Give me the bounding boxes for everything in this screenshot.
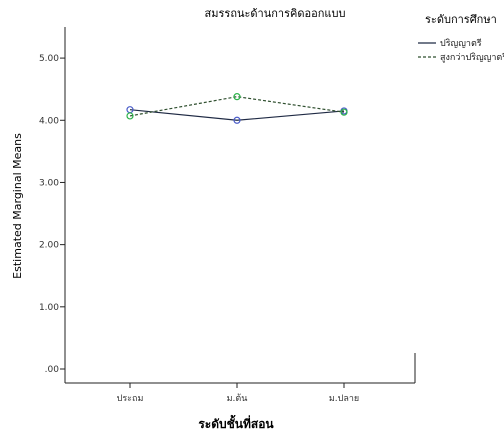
series-line (129, 109, 345, 121)
data-point (340, 108, 348, 116)
y-tick-label: .00 (45, 365, 60, 375)
x-axis-label: ระดับชั้นที่สอน (198, 414, 274, 431)
data-point (233, 93, 241, 101)
x-tick-label: ม.ต้น (227, 393, 248, 404)
series-line (129, 96, 345, 117)
legend-title: ระดับการศึกษา (425, 13, 497, 26)
x-tick-label: ม.ปลาย (329, 394, 359, 404)
y-tick-label: 3.00 (39, 178, 59, 188)
plot-area (126, 93, 348, 124)
legend: ปริญญาตรีสูงกว่าปริญญาตรี (418, 38, 504, 63)
x-axis: ประถม ม.ต้น ม.ปลาย (65, 353, 416, 404)
legend-label: ปริญญาตรี (440, 38, 482, 49)
y-tick-label: 1.00 (39, 303, 59, 313)
legend-label: สูงกว่าปริญญาตรี (440, 52, 504, 63)
y-tick-label: 5.00 (39, 54, 59, 64)
y-axis: .00 1.00 2.00 3.00 4.00 5.00 (39, 27, 66, 383)
y-tick-label: 2.00 (39, 241, 59, 251)
y-tick-label: 4.00 (39, 116, 59, 126)
data-point (233, 116, 241, 124)
chart-title: สมรรถนะด้านการคิดออกแบบ (205, 7, 346, 20)
x-tick-label: ประถม (117, 394, 144, 404)
data-point (126, 112, 134, 120)
y-axis-label: Estimated Marginal Means (11, 133, 24, 279)
